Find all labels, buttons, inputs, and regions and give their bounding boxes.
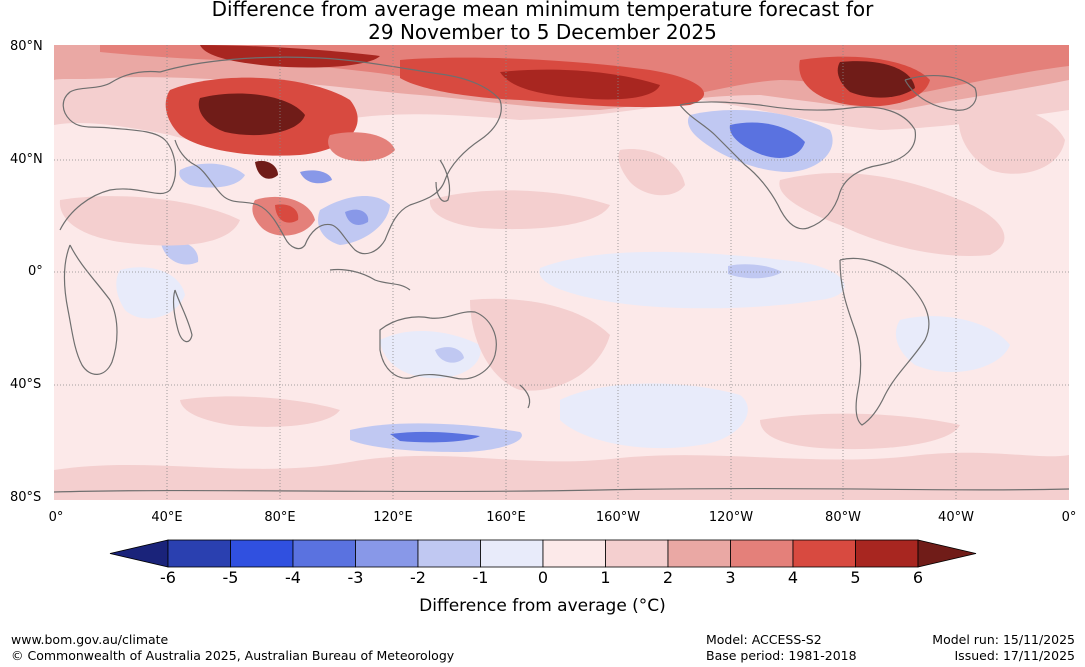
lon-label-80w: 80°W — [825, 510, 861, 525]
colorbar-extend-low — [109, 539, 169, 568]
lat-label-equator: 0° — [28, 264, 43, 279]
footer-model-run: Model run: 15/11/2025 — [932, 632, 1075, 647]
lon-label-40w: 40°W — [938, 510, 974, 525]
lon-label-160w: 160°W — [595, 510, 641, 525]
lon-label-120w: 120°W — [708, 510, 754, 525]
anomaly-indian-ocean-cool — [116, 267, 185, 319]
coastlines — [54, 56, 1069, 493]
colorbar — [109, 539, 977, 568]
footer-copyright: © Commonwealth of Australia 2025, Austra… — [11, 648, 455, 663]
anomaly-scandinavia-hot — [200, 45, 380, 68]
anomaly-south-atlantic-cool — [895, 316, 1010, 373]
anomaly-southern-ocean-cool-core — [390, 431, 480, 443]
anomaly-australia-cool-core — [435, 347, 464, 363]
lon-label-0-left: 0° — [48, 510, 64, 525]
colorbar-swatch — [667, 539, 731, 568]
lon-label-120e: 120°E — [373, 510, 413, 525]
anomaly-china-cool-core — [345, 209, 369, 225]
anomaly-atlantic-warm — [958, 106, 1065, 174]
footer-issued: Issued: 17/11/2025 — [954, 648, 1076, 663]
colorbar-swatch — [417, 539, 481, 568]
colorbar-label: Difference from average (°C) — [419, 596, 666, 616]
anomaly-south-indian-warm — [180, 396, 340, 427]
anomaly-asia-cool-east — [300, 170, 332, 184]
colorbar-swatch — [355, 539, 419, 568]
anomaly-australia-cool — [380, 330, 481, 379]
anomaly-africa-warm — [59, 196, 241, 246]
colorbar-tick: 6 — [912, 568, 924, 587]
colorbar-tick: 4 — [787, 568, 799, 587]
colorbar-tick: -6 — [160, 568, 176, 587]
colorbar-swatch — [605, 539, 669, 568]
lon-label-160e: 160°E — [486, 510, 526, 525]
lat-label-80n: 80°N — [10, 39, 43, 54]
anomaly-mongolia-warm — [328, 132, 395, 162]
anomaly-south-wave — [54, 452, 1069, 500]
colorbar-swatch — [230, 539, 294, 568]
colorbar-tick: -4 — [285, 568, 301, 587]
anomaly-north-pacific-warm — [429, 190, 610, 230]
graticule — [54, 45, 1069, 500]
colorbar-tick: -1 — [472, 568, 489, 587]
anomaly-india-core — [275, 204, 299, 223]
anomaly-central-asia-core — [198, 93, 305, 136]
anomaly-equatorial-pacific-cool — [539, 251, 845, 309]
anomaly-north-america-arctic-core — [837, 61, 915, 98]
lon-label-0-right: 0° — [1061, 510, 1077, 525]
anomaly-north-america-cool-core — [729, 122, 805, 158]
colorbar-tick: 5 — [850, 568, 861, 587]
anomaly-south-pacific-cool — [560, 383, 748, 449]
colorbar-swatch — [542, 539, 606, 568]
colorbar-swatch — [480, 539, 544, 568]
anomaly-west-indian-cool — [160, 239, 199, 265]
colorbar-swatch — [292, 539, 356, 568]
anomaly-asia-cool-west — [179, 163, 245, 188]
lat-label-40n: 40°N — [10, 152, 43, 167]
title-line-1: Difference from average mean minimum tem… — [211, 0, 874, 21]
colorbar-tick: 1 — [600, 568, 611, 587]
lat-label-40s: 40°S — [10, 377, 42, 392]
anomaly-siberia-core — [500, 69, 660, 100]
anomaly-south-atlantic-warm — [760, 413, 960, 450]
colorbar-tick: -2 — [410, 568, 426, 587]
lat-label-80s: 80°S — [10, 490, 42, 505]
colorbar-extend-high — [917, 539, 977, 568]
colorbar-swatch — [167, 539, 231, 568]
colorbar-swatch — [730, 539, 794, 568]
colorbar-tick: 3 — [725, 568, 736, 587]
colorbar-tick: -3 — [347, 568, 364, 587]
anomaly-north-america-warm — [779, 172, 1005, 256]
colorbar-swatch — [792, 539, 856, 568]
lon-label-80e: 80°E — [264, 510, 296, 525]
colorbar-tick: -5 — [222, 568, 239, 587]
colorbar-swatch — [855, 539, 919, 568]
footer-model: Model: ACCESS-S2 — [706, 632, 822, 647]
colorbar-tick: 0 — [537, 568, 549, 587]
colorbar-tick: 2 — [662, 568, 674, 587]
anomaly-central-pacific-warm — [618, 149, 685, 196]
anomaly-tasman-warm — [470, 298, 610, 391]
footer-website[interactable]: www.bom.gov.au/climate — [11, 632, 169, 647]
footer-base-period: Base period: 1981-2018 — [706, 648, 857, 663]
anomaly-equatorial-pacific-cool-core — [728, 264, 782, 279]
title-line-2: 29 November to 5 December 2025 — [368, 20, 717, 44]
anomaly-tibet-hot — [255, 160, 278, 179]
lon-label-40e: 40°E — [151, 510, 183, 525]
